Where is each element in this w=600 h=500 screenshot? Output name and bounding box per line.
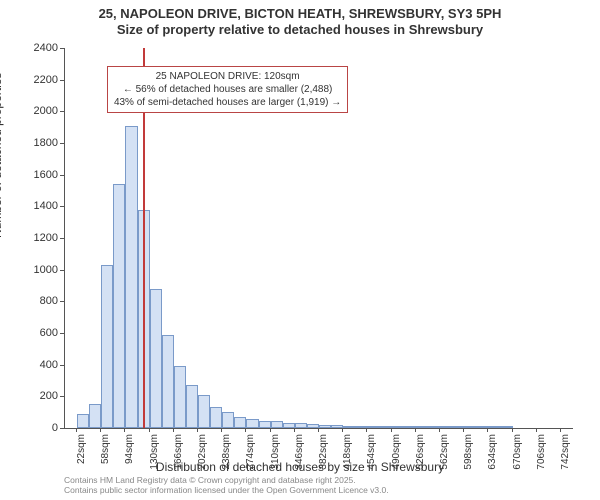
histogram-bar xyxy=(77,414,89,428)
y-tick-label: 2400 xyxy=(18,42,58,54)
title-block: 25, NAPOLEON DRIVE, BICTON HEATH, SHREWS… xyxy=(0,0,600,37)
histogram-bar xyxy=(271,421,283,428)
histogram-bar xyxy=(246,419,258,429)
chart-container: 25, NAPOLEON DRIVE, BICTON HEATH, SHREWS… xyxy=(0,0,600,500)
y-axis-label: Number of detached properties xyxy=(0,73,4,238)
histogram-bar xyxy=(162,335,174,428)
x-tick-label: 490sqm xyxy=(391,434,402,484)
callout-line-2: ← 56% of detached houses are smaller (2,… xyxy=(114,83,341,96)
y-tick-label: 200 xyxy=(18,390,58,402)
x-tick-mark xyxy=(342,428,343,432)
x-tick-mark xyxy=(415,428,416,432)
histogram-bar xyxy=(222,412,234,428)
callout-line-1: 25 NAPOLEON DRIVE: 120sqm xyxy=(114,70,341,83)
footer-line-2: Contains public sector information licen… xyxy=(64,486,389,496)
histogram-bar xyxy=(416,426,428,428)
y-tick-label: 800 xyxy=(18,295,58,307)
x-tick-mark xyxy=(391,428,392,432)
y-tick-label: 1200 xyxy=(18,232,58,244)
y-tick-label: 1800 xyxy=(18,137,58,149)
y-tick-label: 2200 xyxy=(18,74,58,86)
histogram-bar xyxy=(210,407,222,428)
histogram-bar xyxy=(367,426,379,428)
x-tick-mark xyxy=(487,428,488,432)
x-tick-label: 598sqm xyxy=(463,434,474,484)
x-tick-mark xyxy=(536,428,537,432)
x-tick-mark xyxy=(560,428,561,432)
title-line-2: Size of property relative to detached ho… xyxy=(0,22,600,38)
histogram-bar xyxy=(488,426,500,428)
histogram-bar xyxy=(89,404,101,428)
y-tick-label: 0 xyxy=(18,422,58,434)
x-tick-mark xyxy=(294,428,295,432)
callout-box: 25 NAPOLEON DRIVE: 120sqm ← 56% of detac… xyxy=(107,66,348,113)
x-tick-mark xyxy=(270,428,271,432)
x-tick-mark xyxy=(366,428,367,432)
x-tick-mark xyxy=(439,428,440,432)
histogram-bar xyxy=(295,423,307,428)
plot-area: 25 NAPOLEON DRIVE: 120sqm ← 56% of detac… xyxy=(64,48,573,429)
histogram-bar xyxy=(101,265,113,428)
x-tick-mark xyxy=(512,428,513,432)
title-line-1: 25, NAPOLEON DRIVE, BICTON HEATH, SHREWS… xyxy=(0,6,600,22)
y-tick-label: 1400 xyxy=(18,200,58,212)
x-tick-mark xyxy=(463,428,464,432)
x-tick-mark xyxy=(124,428,125,432)
y-tick-label: 400 xyxy=(18,359,58,371)
histogram-bar xyxy=(259,421,271,428)
x-tick-mark xyxy=(245,428,246,432)
x-tick-label: 706sqm xyxy=(536,434,547,484)
histogram-bar xyxy=(319,425,331,428)
x-tick-label: 526sqm xyxy=(415,434,426,484)
footer-text: Contains HM Land Registry data © Crown c… xyxy=(64,476,389,496)
histogram-bar xyxy=(392,426,404,428)
x-tick-label: 742sqm xyxy=(560,434,571,484)
y-tick-label: 1000 xyxy=(18,264,58,276)
x-tick-mark xyxy=(149,428,150,432)
histogram-bar xyxy=(186,385,198,428)
histogram-bar xyxy=(113,184,125,428)
x-tick-mark xyxy=(197,428,198,432)
histogram-bar xyxy=(125,126,137,428)
y-tick-label: 600 xyxy=(18,327,58,339)
histogram-bar xyxy=(440,426,452,428)
x-tick-mark xyxy=(318,428,319,432)
y-tick-label: 1600 xyxy=(18,169,58,181)
histogram-bar xyxy=(198,395,210,428)
histogram-bar xyxy=(150,289,162,428)
x-tick-label: 634sqm xyxy=(487,434,498,484)
x-tick-mark xyxy=(100,428,101,432)
histogram-bar xyxy=(174,366,186,428)
x-axis-label: Distribution of detached houses by size … xyxy=(0,460,600,474)
x-tick-label: 562sqm xyxy=(439,434,450,484)
y-tick-label: 2000 xyxy=(18,105,58,117)
histogram-bar xyxy=(343,426,355,428)
histogram-bar xyxy=(464,426,476,428)
x-tick-label: 670sqm xyxy=(512,434,523,484)
x-tick-mark xyxy=(173,428,174,432)
x-tick-mark xyxy=(221,428,222,432)
histogram-bar xyxy=(234,417,246,428)
x-tick-mark xyxy=(76,428,77,432)
callout-line-3: 43% of semi-detached houses are larger (… xyxy=(114,96,341,109)
